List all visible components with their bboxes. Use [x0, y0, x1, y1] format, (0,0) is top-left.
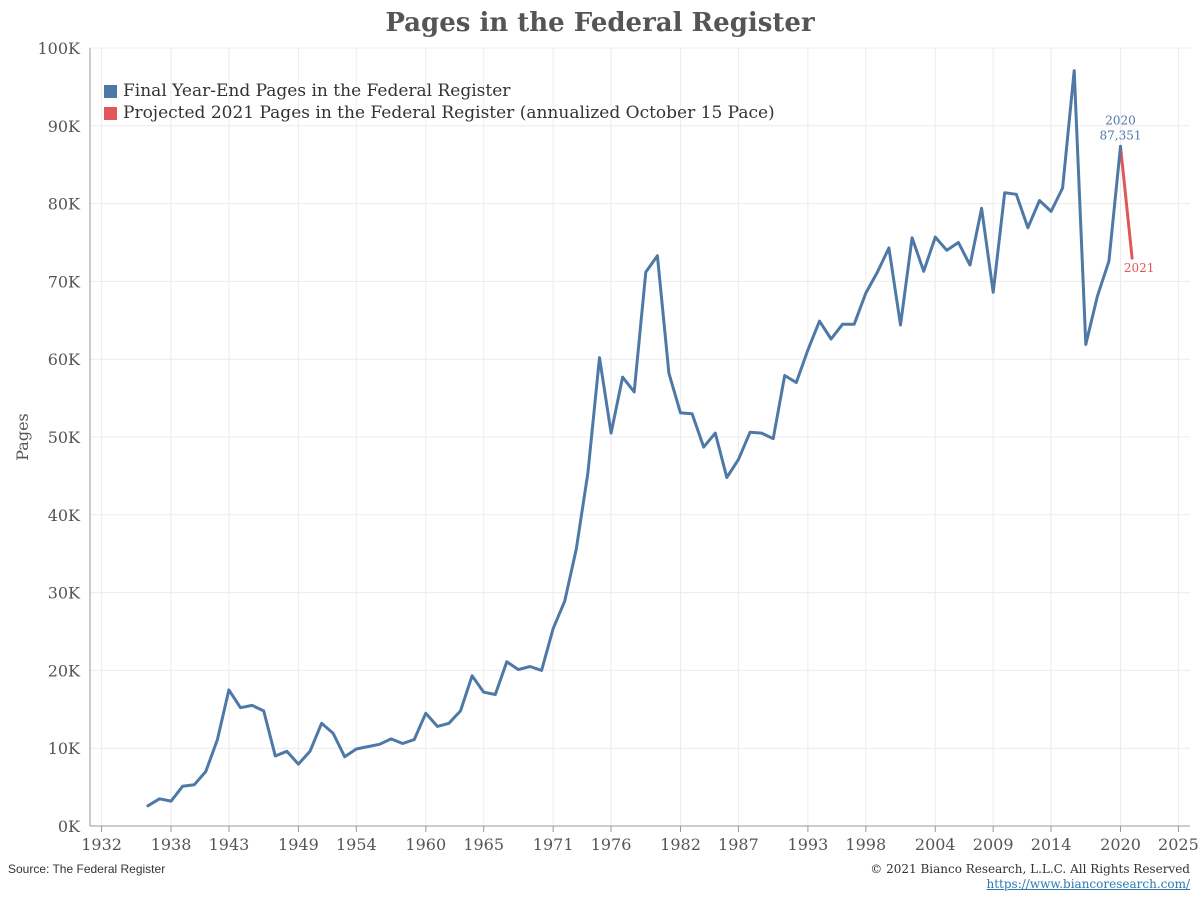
x-tick-label: 1998 [845, 835, 886, 854]
y-tick-label: 100K [38, 39, 82, 58]
x-tick-label: 1960 [405, 835, 446, 854]
source-note: Source: The Federal Register [8, 862, 166, 876]
series-line-final [146, 69, 1122, 808]
x-tick-label: 1982 [660, 835, 701, 854]
copyright-note: © 2021 Bianco Research, L.L.C. All Right… [870, 862, 1190, 876]
x-tick-label: 2004 [915, 835, 956, 854]
x-tick-label: 1949 [278, 835, 319, 854]
x-tick-label: 2009 [973, 835, 1014, 854]
legend-swatch-final [104, 84, 117, 98]
legend-swatch-projected [104, 106, 117, 120]
x-tick-label: 1993 [788, 835, 829, 854]
legend: Final Year-End Pages in the Federal Regi… [104, 80, 775, 124]
x-tick-label: 1954 [336, 835, 377, 854]
y-tick-label: 30K [48, 584, 81, 603]
x-tick-label: 2025 [1158, 835, 1199, 854]
x-tick-label: 2020 [1100, 835, 1141, 854]
x-tick-label: 1971 [533, 835, 574, 854]
y-tick-label: 40K [48, 506, 81, 525]
x-tick-label: 1976 [591, 835, 632, 854]
y-tick-label: 10K [48, 739, 81, 758]
x-tick-label: 1987 [718, 835, 759, 854]
y-tick-label: 60K [48, 350, 81, 369]
axes: 0K 10K 20K 30K 40K 50K 60K 70K 80K 90K 100K 1932 193… [13, 39, 1199, 854]
series-lines [146, 69, 1134, 808]
series-line-projected [1119, 144, 1134, 260]
legend-label-final: Final Year-End Pages in the Federal Regi… [123, 81, 511, 101]
legend-label-projected: Projected 2021 Pages in the Federal Regi… [123, 103, 775, 123]
y-tick-label: 70K [48, 272, 81, 291]
annotation-2020-year: 2020 [1105, 113, 1136, 127]
x-tick-label: 1965 [463, 835, 504, 854]
x-tick-label: 1938 [151, 835, 192, 854]
y-axis-title: Pages [13, 413, 32, 461]
website-link[interactable]: https://www.biancoresearch.com/ [986, 877, 1190, 891]
x-tick-label: 2014 [1031, 835, 1072, 854]
y-tick-label: 50K [48, 428, 81, 447]
chart-title: Pages in the Federal Register [385, 8, 815, 38]
legend-item-final[interactable]: Final Year-End Pages in the Federal Regi… [104, 80, 775, 102]
legend-item-projected[interactable]: Projected 2021 Pages in the Federal Regi… [104, 102, 775, 124]
x-tick-label: 1943 [209, 835, 250, 854]
x-tick-label: 1932 [81, 835, 122, 854]
y-tick-label: 0K [58, 817, 81, 836]
annotation-2020-value: 87,351 [1100, 128, 1142, 142]
y-tick-label: 20K [48, 661, 81, 680]
y-tick-label: 80K [48, 195, 81, 214]
y-tick-label: 90K [48, 117, 81, 136]
annotation-2021-year: 2021 [1124, 261, 1155, 275]
gridlines [90, 47, 1190, 827]
